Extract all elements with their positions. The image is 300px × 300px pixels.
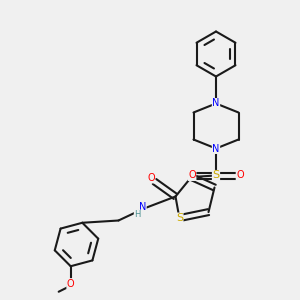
Text: N: N: [212, 98, 220, 109]
Text: S: S: [176, 213, 183, 223]
Text: S: S: [212, 170, 220, 181]
Text: O: O: [67, 279, 74, 289]
Text: H: H: [134, 210, 141, 219]
Text: O: O: [188, 170, 196, 181]
Text: O: O: [147, 173, 155, 183]
Text: N: N: [212, 143, 220, 154]
Text: O: O: [236, 170, 244, 181]
Text: N: N: [139, 202, 146, 212]
